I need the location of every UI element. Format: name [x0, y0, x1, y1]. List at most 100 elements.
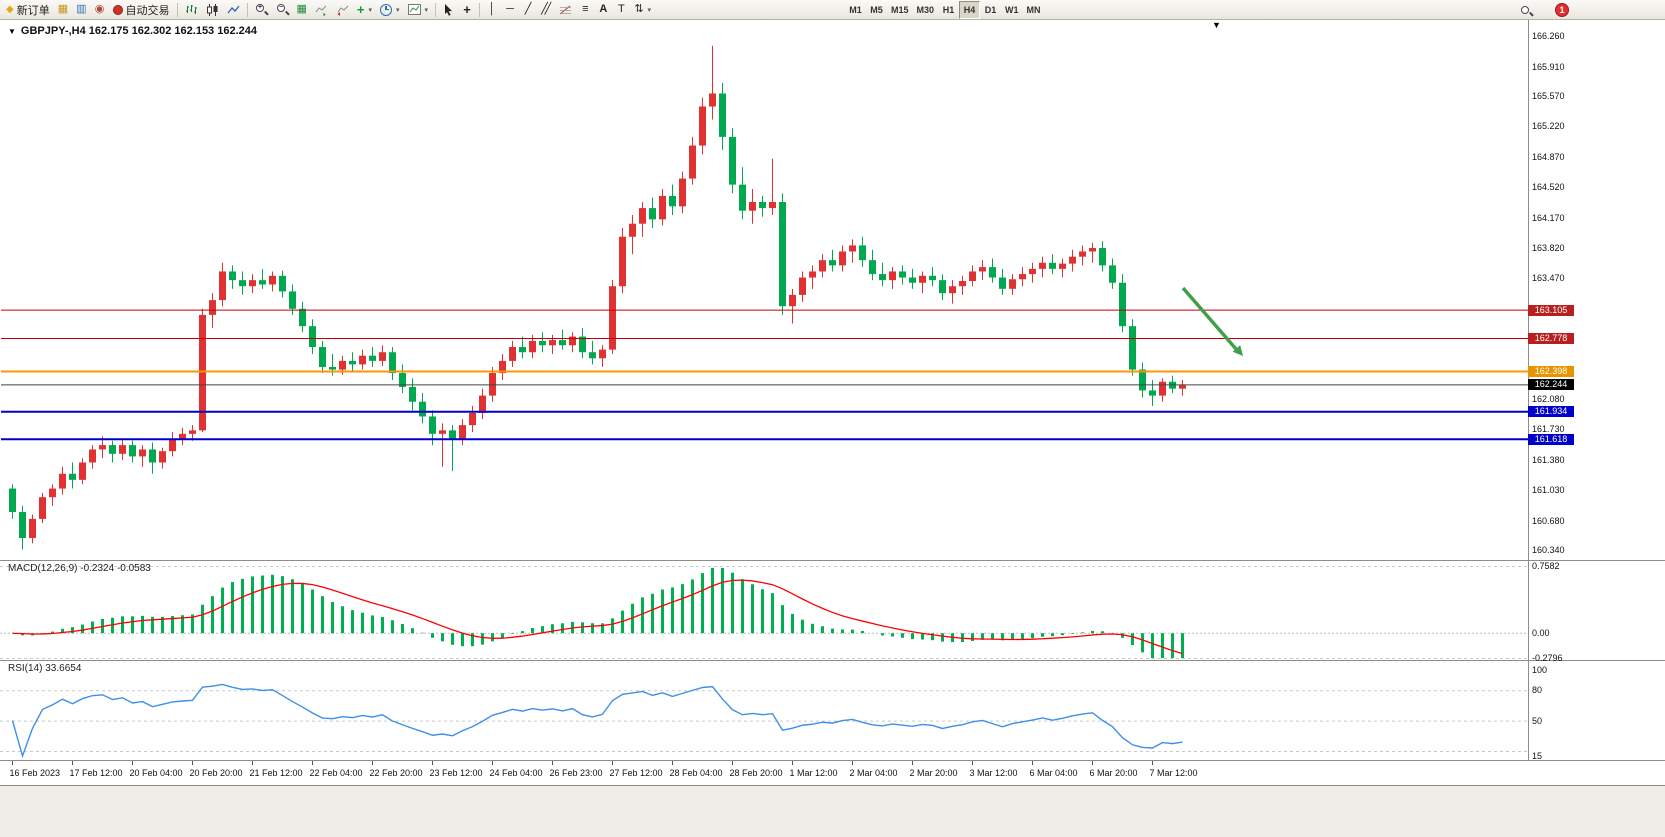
timeframe-m15[interactable]: M15	[887, 1, 913, 19]
trendline-tool-button[interactable]: ╱	[519, 1, 537, 19]
toolbar-separator	[246, 2, 248, 17]
line-chart-button[interactable]	[223, 1, 244, 19]
timeframe-mn[interactable]: MN	[1023, 1, 1045, 19]
zoom-out-button[interactable]: −	[272, 1, 293, 19]
timeframe-h4[interactable]: H4	[959, 1, 981, 19]
tile-windows-icon: ▦	[296, 3, 307, 15]
price-level-tag: 162.778	[1528, 332, 1574, 344]
rsi-scale-label: 15	[1532, 751, 1543, 761]
new-chart-button[interactable]: ▦	[54, 1, 72, 19]
cursor-icon	[445, 3, 453, 16]
chart-shift-icon	[337, 5, 349, 16]
periods-button[interactable]: ▾	[376, 1, 404, 19]
candlestick-chart-icon	[206, 3, 218, 16]
fibonacci-tool-button[interactable]	[555, 1, 576, 19]
indicators-plus-icon: +	[356, 1, 365, 17]
channel-tool-button[interactable]: ╱╱	[537, 1, 555, 19]
price-scale-label: 163.820	[1532, 243, 1565, 254]
rsi-label: RSI(14) 33.6654	[8, 663, 82, 674]
timeframe-m30[interactable]: M30	[913, 1, 939, 19]
price-scale-label: 161.380	[1532, 454, 1565, 465]
price-scale-label: 161.730	[1532, 424, 1565, 435]
search-icon	[1520, 5, 1533, 18]
notification-badge[interactable]: 1	[1555, 3, 1569, 17]
objects-list-button[interactable]: ≡	[576, 1, 594, 19]
vertical-line-tool-button[interactable]: │	[483, 1, 501, 19]
one-click-trading-collapse-icon[interactable]: ▼	[8, 26, 16, 36]
candlestick-chart-button[interactable]	[202, 1, 223, 19]
horizontal-line-icon: ─	[506, 3, 514, 15]
new-order-button[interactable]: ◆ 新订单	[2, 1, 54, 19]
tile-windows-button[interactable]: ▦	[293, 1, 311, 19]
price-scale-label: 164.170	[1532, 212, 1565, 223]
toolbar-separator	[435, 2, 437, 17]
time-axis-label: 1 Mar 12:00	[789, 768, 838, 778]
price-level-tag: 162.244	[1528, 379, 1574, 391]
zoom-in-button[interactable]: +	[251, 1, 272, 19]
market-watch-button[interactable]: ▥	[72, 1, 90, 19]
chart-shift-button[interactable]	[332, 1, 353, 19]
time-axis-label: 6 Mar 04:00	[1029, 768, 1078, 778]
price-level-tag: 162.398	[1528, 365, 1574, 377]
time-axis-label: 16 Feb 2023	[9, 768, 61, 778]
cursor-tool-button[interactable]	[439, 1, 458, 19]
dropdown-caret-icon: ▾	[396, 6, 400, 14]
toolbar-separator	[176, 2, 178, 17]
macd-label: MACD(12,26,9) -0.2324 -0.0583	[8, 563, 151, 574]
time-axis-label: 28 Feb 20:00	[729, 768, 783, 778]
symbol-ohlc-text: GBPJPY-,H4 162.175 162.302 162.153 162.2…	[20, 25, 257, 37]
time-axis-label: 22 Feb 04:00	[309, 768, 363, 778]
navigator-button[interactable]: ◉	[91, 1, 109, 19]
new-chart-icon: ▦	[57, 3, 69, 15]
crosshair-tool-button[interactable]: +	[458, 1, 476, 19]
arrows-tool-button[interactable]: ⇅ ▾	[630, 1, 655, 19]
timeframe-h1[interactable]: H1	[938, 1, 959, 19]
timeframe-toolbar: M1 M5 M15 M30 H1 H4 D1 W1 MN	[845, 1, 1045, 19]
chart-canvas[interactable]	[0, 20, 1665, 786]
navigator-icon: ◉	[94, 3, 105, 15]
bar-chart-button[interactable]	[181, 1, 202, 19]
time-axis-label: 3 Mar 12:00	[969, 768, 1018, 778]
dropdown-caret-icon: ▾	[647, 6, 652, 14]
clock-icon	[380, 3, 393, 16]
price-scale-label: 165.220	[1532, 121, 1565, 132]
price-scale-label: 162.080	[1532, 394, 1565, 405]
timeframe-w1[interactable]: W1	[1001, 1, 1023, 19]
rsi-scale-label: 100	[1532, 665, 1548, 675]
zoom-out-icon: −	[276, 3, 289, 16]
time-axis-label: 22 Feb 20:00	[369, 768, 423, 778]
auto-scroll-button[interactable]	[311, 1, 332, 19]
dropdown-caret-icon: ▾	[368, 6, 373, 14]
symbol-ohlc-header: ▼ GBPJPY-,H4 162.175 162.302 162.153 162…	[8, 25, 257, 37]
time-axis-label: 27 Feb 12:00	[609, 768, 663, 778]
time-axis-label: 21 Feb 12:00	[249, 768, 303, 778]
price-scale-label: 163.470	[1532, 273, 1565, 284]
market-watch-icon: ▥	[76, 3, 87, 15]
price-scale-label: 160.340	[1532, 545, 1565, 556]
price-scale-label: 165.570	[1532, 91, 1565, 102]
autotrading-status-icon	[112, 4, 123, 15]
label-tool-button[interactable]: T	[612, 1, 630, 19]
price-scale-label: 165.910	[1532, 61, 1565, 72]
timeframe-m1[interactable]: M1	[845, 1, 866, 19]
text-icon: A	[599, 3, 608, 15]
price-scale-label: 160.680	[1532, 515, 1565, 526]
channel-icon: ╱╱	[541, 3, 551, 15]
price-scale-label: 164.520	[1532, 182, 1565, 193]
indicators-button[interactable]: + ▾	[353, 1, 376, 19]
template-icon	[407, 4, 421, 15]
timeframe-m5[interactable]: M5	[866, 1, 887, 19]
bar-chart-icon	[185, 4, 197, 14]
text-tool-button[interactable]: A	[594, 1, 612, 19]
time-axis-label: 6 Mar 20:00	[1089, 768, 1138, 778]
chart-end-marker-icon[interactable]: ▼	[1212, 20, 1221, 30]
autotrading-button[interactable]: 自动交易	[109, 1, 174, 19]
crosshair-icon: +	[463, 1, 471, 17]
price-scale-label: 164.870	[1532, 151, 1565, 162]
horizontal-line-tool-button[interactable]: ─	[501, 1, 519, 19]
templates-button[interactable]: ▾	[404, 1, 433, 19]
timeframe-d1[interactable]: D1	[980, 1, 1001, 19]
search-button[interactable]	[1516, 2, 1537, 20]
toolbar-separator	[479, 2, 481, 17]
text-label-icon: T	[617, 3, 625, 15]
